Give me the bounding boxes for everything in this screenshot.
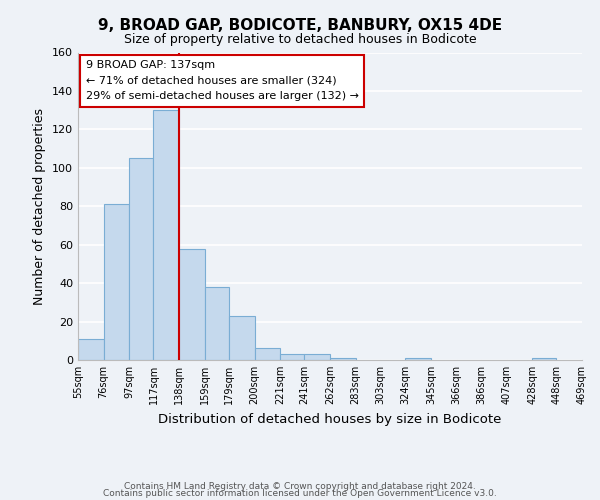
Text: Contains HM Land Registry data © Crown copyright and database right 2024.: Contains HM Land Registry data © Crown c… xyxy=(124,482,476,491)
Bar xyxy=(154,110,179,360)
Text: 9, BROAD GAP, BODICOTE, BANBURY, OX15 4DE: 9, BROAD GAP, BODICOTE, BANBURY, OX15 4D… xyxy=(98,18,502,32)
Bar xyxy=(406,358,431,360)
Bar xyxy=(254,348,280,360)
Bar xyxy=(280,354,304,360)
Text: 9 BROAD GAP: 137sqm
← 71% of detached houses are smaller (324)
29% of semi-detac: 9 BROAD GAP: 137sqm ← 71% of detached ho… xyxy=(86,60,359,102)
Text: Contains public sector information licensed under the Open Government Licence v3: Contains public sector information licen… xyxy=(103,490,497,498)
Bar xyxy=(330,358,356,360)
Bar xyxy=(179,248,205,360)
Bar xyxy=(129,158,154,360)
X-axis label: Distribution of detached houses by size in Bodicote: Distribution of detached houses by size … xyxy=(158,412,502,426)
Bar xyxy=(304,354,330,360)
Bar xyxy=(229,316,254,360)
Y-axis label: Number of detached properties: Number of detached properties xyxy=(34,108,46,304)
Bar xyxy=(104,204,129,360)
Bar xyxy=(78,339,104,360)
Bar xyxy=(205,287,229,360)
Text: Size of property relative to detached houses in Bodicote: Size of property relative to detached ho… xyxy=(124,32,476,46)
Bar xyxy=(532,358,556,360)
